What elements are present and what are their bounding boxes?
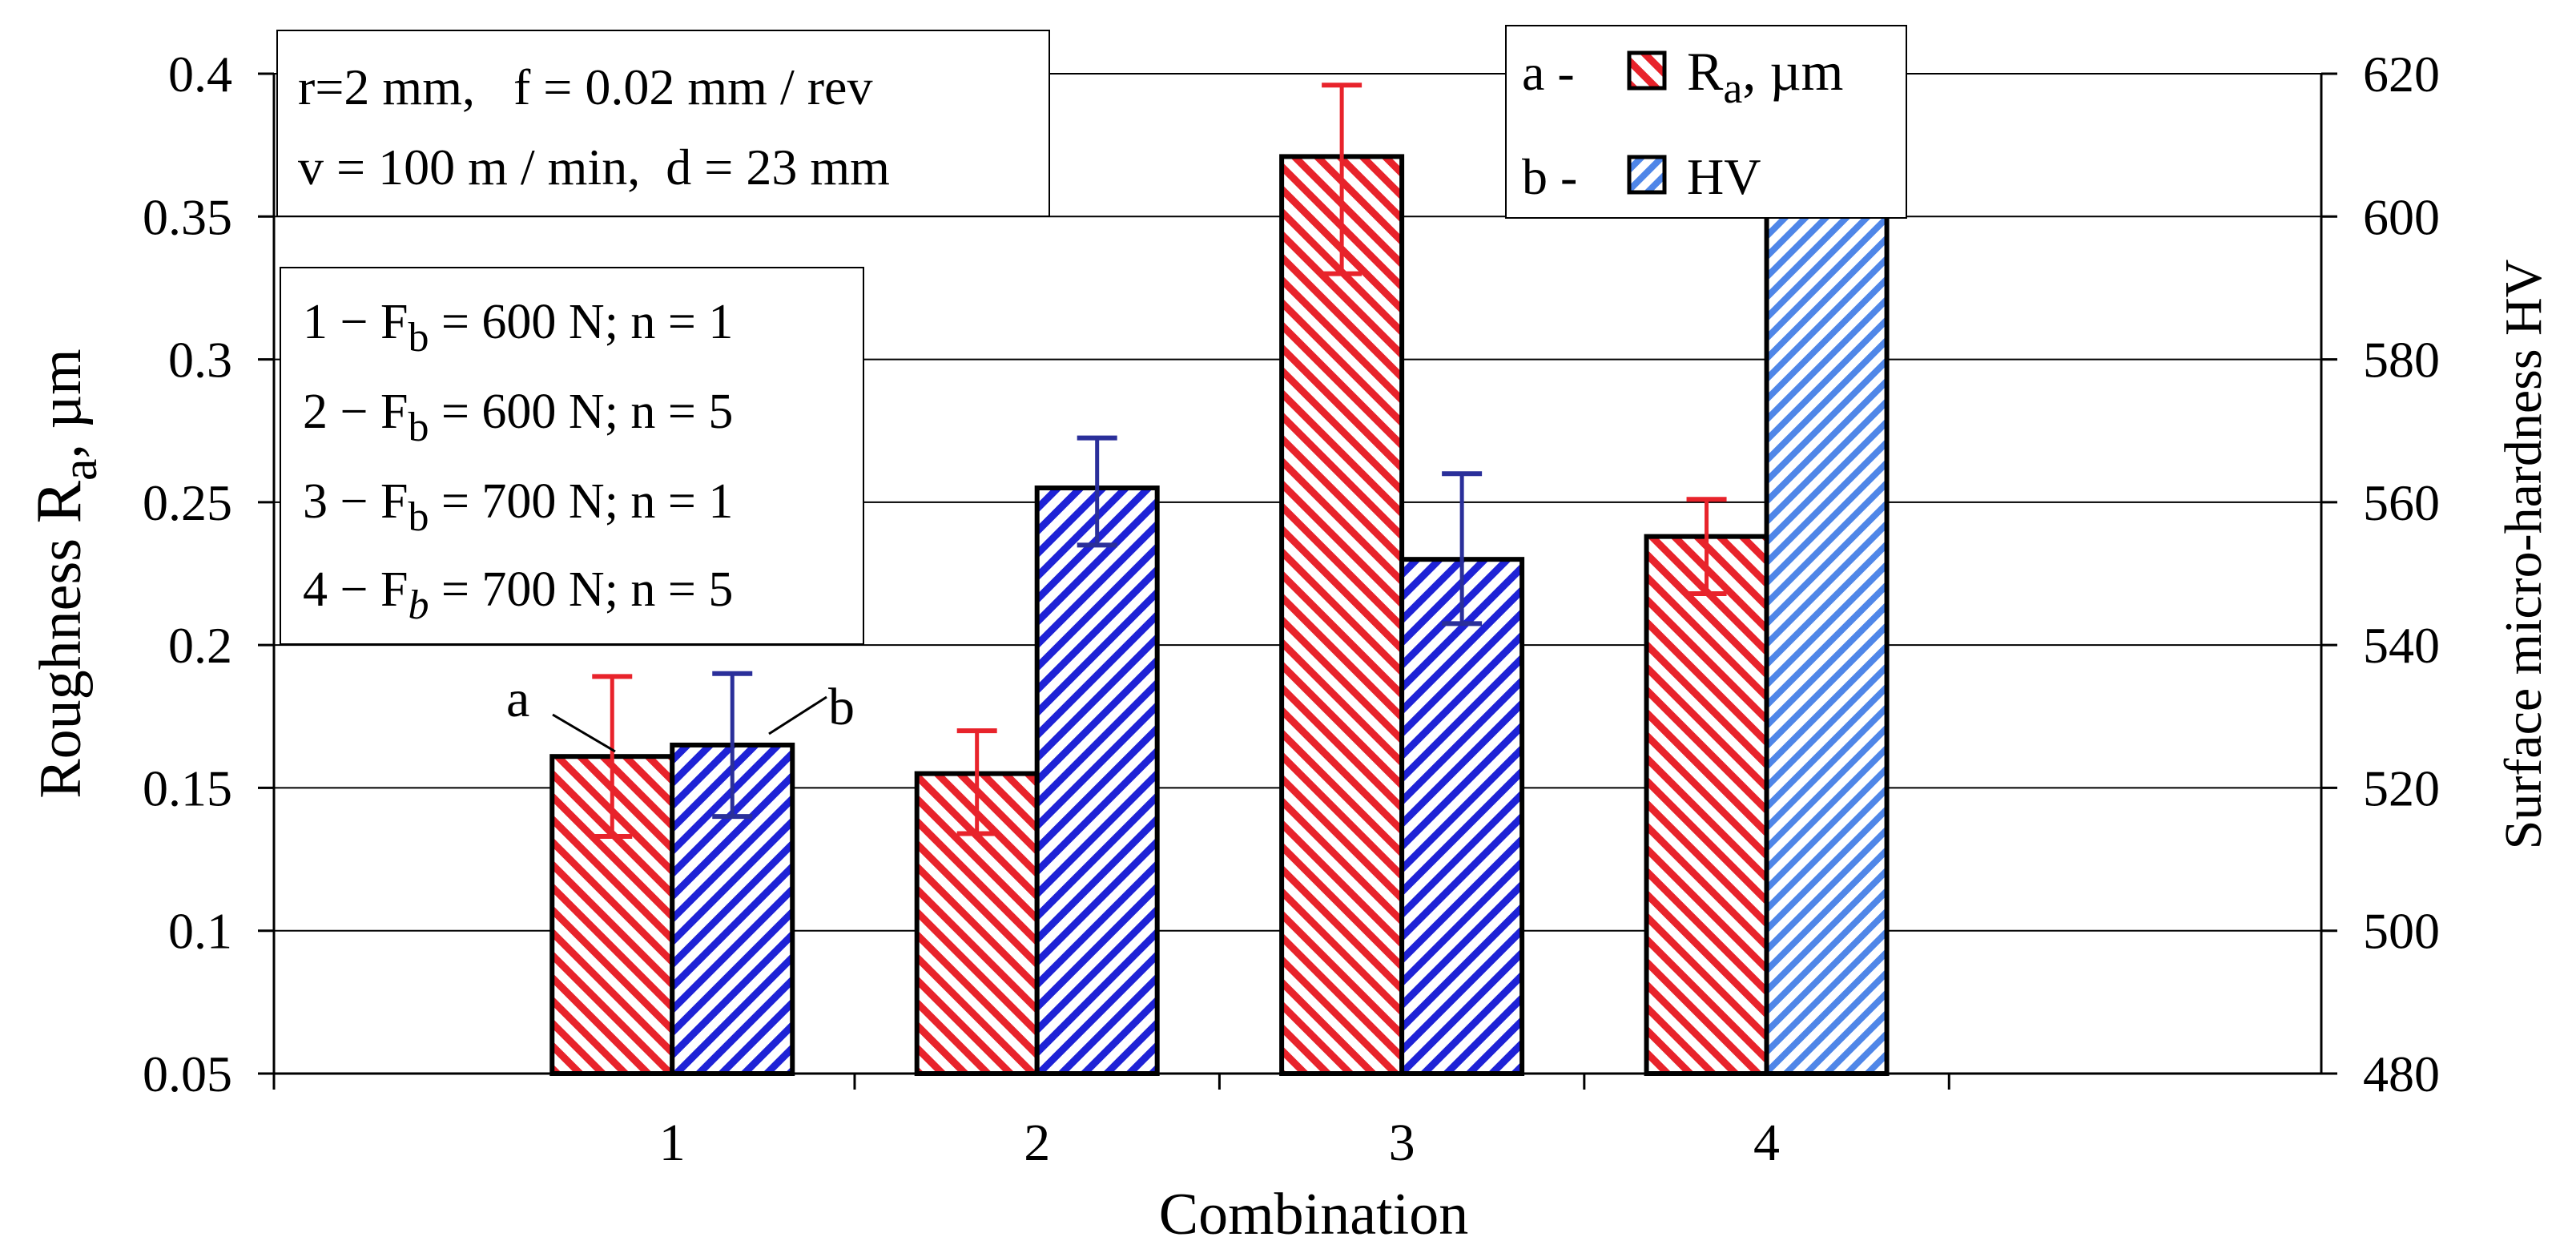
legend-a-label: Ra, µm <box>1687 41 1843 112</box>
left-axis-title: Roughness Ra, µm <box>24 349 107 798</box>
combination-4-label: 4 − Fb = 700 N; n = 5 <box>303 562 733 628</box>
combination-2-label: 2 − Fb = 600 N; n = 5 <box>303 385 733 450</box>
x-tick-label: 1 <box>659 1114 686 1172</box>
legend-b-prefix: b - <box>1522 148 1577 205</box>
error-bar-ra-2 <box>956 728 997 836</box>
left-tick-label: 0.1 <box>168 903 232 960</box>
error-bar-hv-1 <box>712 671 753 820</box>
left-tick-label: 0.15 <box>143 759 232 816</box>
right-tick-label: 500 <box>2363 903 2440 960</box>
error-bar-hv-3 <box>1442 471 1483 627</box>
left-tick-label: 0.35 <box>143 188 232 245</box>
annotation-a-leader <box>552 713 616 753</box>
right-tick-label: 480 <box>2363 1046 2440 1102</box>
legend-b-swatch <box>1627 155 1667 195</box>
x-axis-title: Combination <box>1159 1182 1468 1245</box>
legend-b-label: HV <box>1687 148 1761 205</box>
right-tick-label: 600 <box>2363 188 2440 245</box>
error-bar-hv-2 <box>1077 435 1117 548</box>
annotation-a: a <box>506 670 529 728</box>
combinations-box: 1 − Fb = 600 N; n = 1 2 − Fb = 600 N; n … <box>280 267 864 645</box>
legend-a-swatch <box>1627 50 1667 91</box>
left-axis-ticks: 0.05 0.1 0.15 0.2 0.25 0.3 0.35 0.4 <box>143 46 274 1102</box>
right-axis-title: Surface micro-hardness HV <box>2494 260 2553 850</box>
left-tick-label: 0.2 <box>168 617 232 674</box>
left-tick-label: 0.4 <box>168 46 232 103</box>
left-tick-label: 0.05 <box>143 1046 232 1102</box>
bar-ra-3 <box>1279 154 1405 1076</box>
annotation-b: b <box>828 678 855 736</box>
right-axis-ticks: 480 500 520 540 560 580 600 620 <box>2321 46 2440 1102</box>
right-tick-label: 560 <box>2363 474 2440 531</box>
error-bar-ra-4 <box>1686 497 1727 596</box>
x-tick-label: 4 <box>1753 1114 1780 1172</box>
legend: a - Ra, µm b - HV <box>1505 25 1907 219</box>
conditions-line-1: r=2 mm, f = 0.02 mm / rev <box>298 58 872 115</box>
right-tick-label: 520 <box>2363 759 2440 816</box>
combination-3-label: 3 − Fb = 700 N; n = 1 <box>303 474 733 540</box>
bar-hv-2 <box>1034 486 1160 1076</box>
x-tick-label: 3 <box>1389 1114 1415 1172</box>
x-axis-ticks: 1 2 3 4 <box>272 1074 1950 1172</box>
error-bar-ra-3 <box>1322 83 1362 276</box>
right-tick-label: 540 <box>2363 617 2440 674</box>
bar-ra-4 <box>1644 534 1769 1076</box>
legend-a-prefix: a - <box>1522 44 1575 101</box>
x-tick-label: 2 <box>1024 1114 1050 1172</box>
error-bar-ra-1 <box>592 674 633 840</box>
left-tick-label: 0.3 <box>168 332 232 389</box>
right-tick-label: 620 <box>2363 46 2440 103</box>
conditions-line-2: v = 100 m / min, d = 23 mm <box>298 139 890 195</box>
annotation-b-leader <box>768 695 827 735</box>
right-tick-label: 580 <box>2363 332 2440 389</box>
bar-annotations: a b <box>506 670 855 753</box>
conditions-box: r=2 mm, f = 0.02 mm / rev v = 100 m / mi… <box>276 30 1050 217</box>
bar-hv-4 <box>1764 150 1890 1077</box>
left-tick-label: 0.25 <box>143 474 232 531</box>
combination-1-label: 1 − Fb = 600 N; n = 1 <box>303 295 733 361</box>
bar-hv-3 <box>1399 557 1525 1076</box>
